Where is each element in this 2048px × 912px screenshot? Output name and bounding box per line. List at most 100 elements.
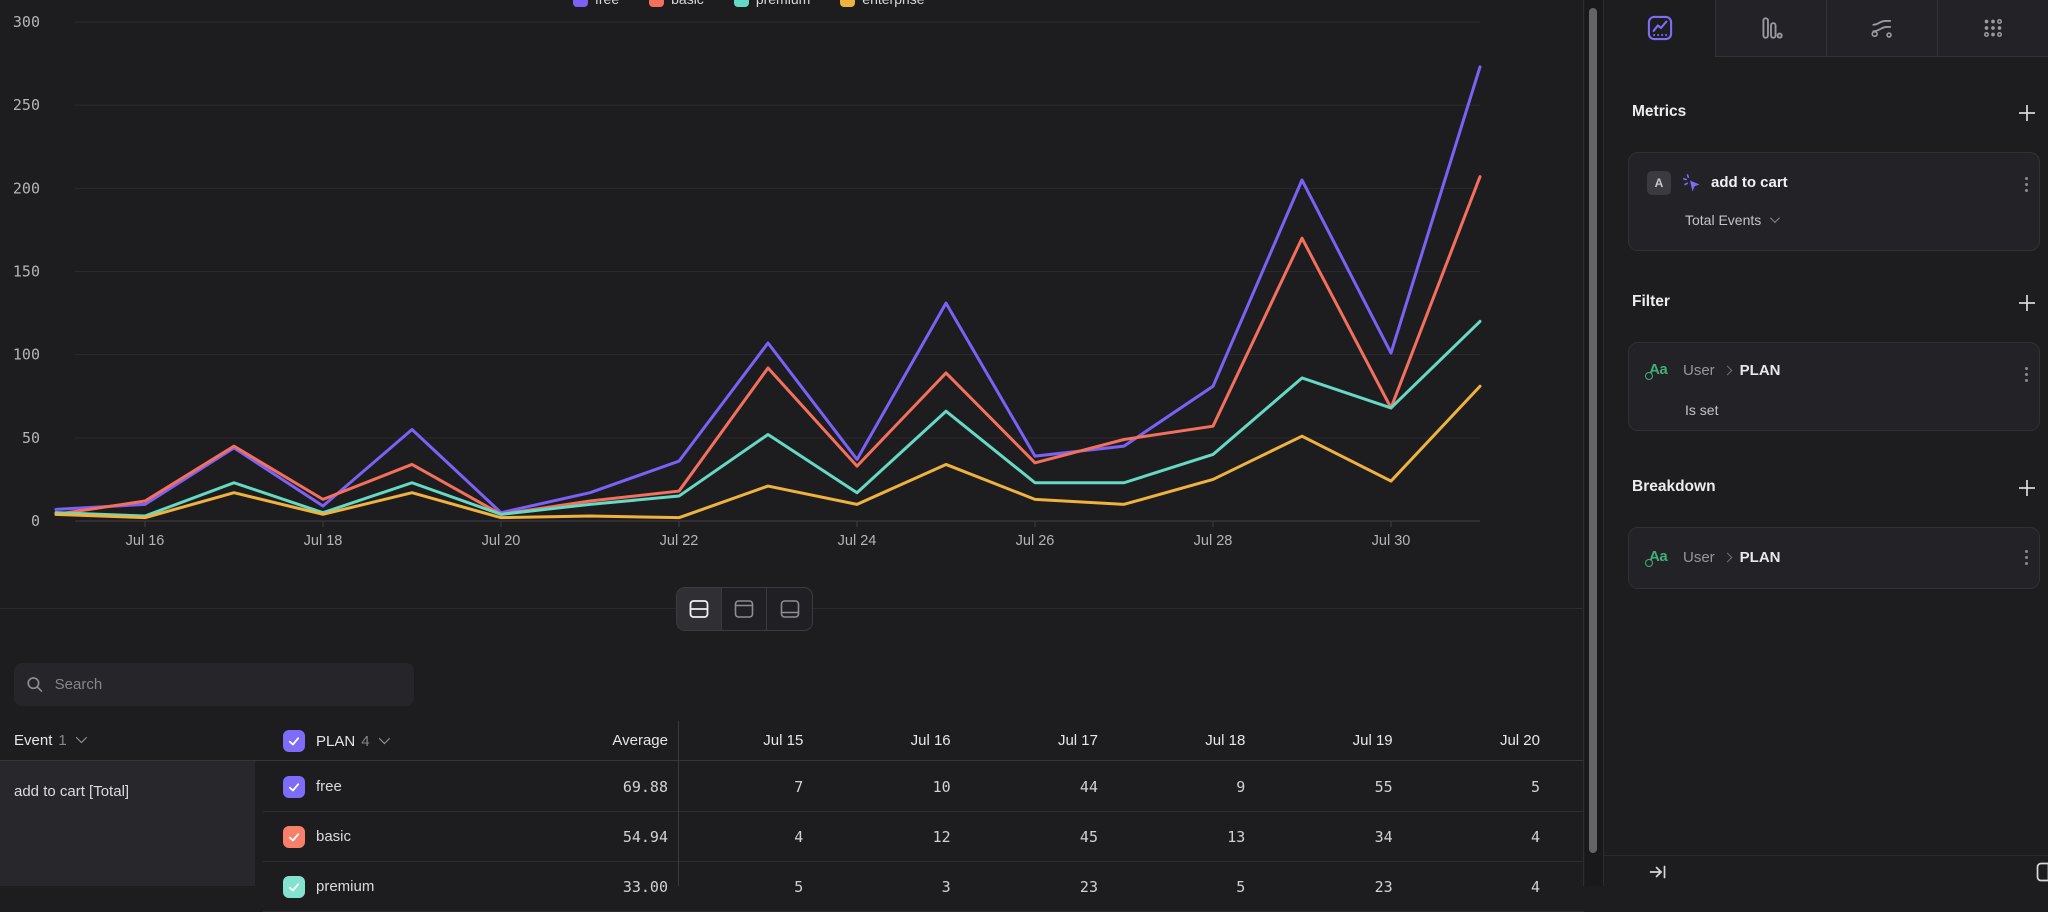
x-axis-tick-label: Jul 30 (1372, 533, 1411, 549)
add-breakdown-button[interactable] (2016, 477, 2038, 499)
filter-property-group: User (1683, 362, 1715, 379)
filter-card[interactable]: Aa User PLAN Is set (1628, 342, 2040, 431)
tab-flows[interactable] (1826, 0, 1937, 57)
breakdown-property-name: PLAN (1740, 549, 1781, 566)
text-property-icon: Aa (1649, 548, 1667, 565)
tab-funnels[interactable] (1715, 0, 1826, 57)
date-column-header: Jul 17 (973, 721, 1120, 761)
split-view-button[interactable] (677, 588, 722, 630)
row-average-value: 33.00 (420, 862, 668, 912)
funnels-bars-icon (1758, 15, 1784, 41)
table-only-button[interactable] (767, 588, 812, 630)
sidebar-footer (1604, 855, 2048, 886)
y-axis-tick-label: 50 (22, 429, 40, 447)
row-checkbox[interactable] (283, 776, 305, 798)
row-checkbox[interactable] (283, 876, 305, 898)
cell-value: 13 (1120, 812, 1267, 862)
date-column-header: Jul 16 (825, 721, 972, 761)
y-axis-tick-label: 0 (31, 512, 40, 530)
filter-condition[interactable]: Is set (1685, 402, 1718, 418)
flows-waves-icon (1869, 15, 1895, 41)
cell-value: 45 (973, 812, 1120, 862)
add-filter-button[interactable] (2016, 292, 2038, 314)
breakdown-property[interactable]: User PLAN (1683, 549, 1781, 566)
scrollbar-thumb[interactable] (1589, 8, 1597, 853)
average-column-header: Average (420, 721, 668, 761)
metric-event-name: add to cart (1711, 174, 1788, 191)
cell-value: 10 (825, 762, 972, 812)
scrollbar-track[interactable] (1585, 0, 1604, 886)
plus-icon (2017, 103, 2037, 123)
apps-dots-grid-icon (1980, 15, 2006, 41)
row-label: free (316, 762, 342, 812)
x-axis-tick-label: Jul 28 (1194, 533, 1233, 549)
y-axis-tick-label: 300 (13, 13, 40, 31)
add-metric-button[interactable] (2016, 102, 2038, 124)
column-divider (678, 721, 679, 886)
plus-icon (2017, 478, 2037, 498)
filter-property-name: PLAN (1740, 362, 1781, 379)
tab-insights[interactable] (1604, 0, 1715, 57)
event-cursor-icon (1682, 173, 1703, 194)
cell-value: 44 (973, 762, 1120, 812)
date-column-header: Jul 15 (678, 721, 825, 761)
row-label: premium (316, 862, 374, 912)
date-column-header: Jul 19 (1267, 721, 1414, 761)
filter-property[interactable]: User PLAN (1683, 362, 1781, 379)
breakdown-options-kebab[interactable] (2019, 550, 2033, 565)
series-line-basic[interactable] (56, 177, 1480, 515)
chevron-down-icon (75, 732, 86, 743)
chevron-down-icon (1770, 213, 1780, 223)
cell-value: 9 (1120, 762, 1267, 812)
metric-card[interactable]: A add to cart Total Events (1628, 152, 2040, 251)
query-builder-sidebar: Metrics A add to cart Total Events Filte… (1604, 0, 2048, 886)
series-line-enterprise[interactable] (56, 386, 1480, 517)
columns-panel-icon[interactable] (2036, 862, 2048, 882)
y-axis-tick-label: 100 (13, 346, 40, 364)
breakdown-property-group: User (1683, 549, 1715, 566)
chart-only-button[interactable] (722, 588, 767, 630)
event-header-label: Event (14, 732, 52, 749)
collapse-sidebar-icon[interactable] (1648, 862, 1668, 882)
cell-value: 5 (1415, 762, 1562, 812)
filter-options-kebab[interactable] (2019, 367, 2033, 382)
search-input[interactable] (53, 675, 402, 694)
x-axis-tick-label: Jul 22 (660, 533, 699, 549)
cell-value: 5 (1120, 862, 1267, 912)
date-column-header: Jul 20 (1415, 721, 1562, 761)
row-label: basic (316, 812, 351, 862)
series-line-free[interactable] (56, 67, 1480, 513)
metric-options-kebab[interactable] (2019, 177, 2033, 192)
cell-value: 5 (678, 862, 825, 912)
x-axis-tick-label: Jul 20 (482, 533, 521, 549)
cell-value: 23 (973, 862, 1120, 912)
cell-value: 4 (1415, 862, 1562, 912)
text-property-icon: Aa (1649, 361, 1667, 378)
tab-more-apps[interactable] (1937, 0, 2048, 57)
metrics-heading: Metrics (1632, 103, 1686, 121)
cell-value: 23 (1267, 862, 1414, 912)
breakdown-card[interactable]: Aa User PLAN (1628, 527, 2040, 589)
y-axis-tick-label: 250 (13, 96, 40, 114)
x-axis-tick-label: Jul 16 (126, 533, 165, 549)
sidebar-tabs (1604, 0, 2048, 57)
aggregation-label: Total Events (1685, 212, 1761, 228)
cell-value: 4 (678, 812, 825, 862)
breakdown-heading: Breakdown (1632, 478, 1716, 496)
search-box[interactable] (14, 663, 414, 706)
row-average-value: 54.94 (420, 812, 668, 862)
row-checkbox[interactable] (283, 826, 305, 848)
aggregation-dropdown[interactable]: Total Events (1685, 212, 1777, 230)
main-content-area: freebasicpremiumenterprise 3002502001501… (0, 0, 1584, 886)
search-icon (26, 675, 44, 694)
x-axis-tick-label: Jul 24 (838, 533, 877, 549)
plan-select-all-checkbox[interactable] (283, 730, 305, 752)
